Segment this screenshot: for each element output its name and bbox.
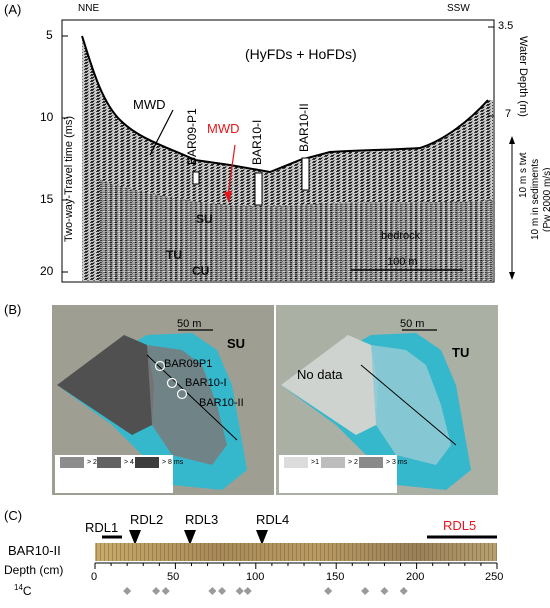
y-axis-label: Two-way-Travel time (ms) xyxy=(63,115,75,242)
y-tick-5: 5 xyxy=(46,28,53,42)
vertical-scale-velocity: (Pw 2000 m/s) xyxy=(542,167,550,232)
right-tick-3-5: 3.5 xyxy=(498,20,514,32)
core-bar-bar10-i xyxy=(254,172,263,206)
direction-right: SSW xyxy=(447,3,470,14)
core-label-bar10-ii: BAR10-II xyxy=(297,103,311,152)
panel-b-label: (B) xyxy=(4,302,22,317)
core-marker-bar09p1 xyxy=(154,360,166,372)
rdl2-marker xyxy=(129,530,141,545)
c14-sample-marker xyxy=(243,587,252,595)
rdl3-marker xyxy=(184,530,196,545)
depth-fill-tu xyxy=(371,345,451,465)
core-bar-bar09p1 xyxy=(192,171,200,185)
unit-label-tu: TU xyxy=(166,248,182,262)
vertical-scale-sediments: 10 m in sediments xyxy=(530,158,541,240)
mwd-red-arrow xyxy=(227,144,236,196)
panel-c-label: (C) xyxy=(4,508,23,523)
seismic-deep-reflections xyxy=(100,180,493,281)
depth-tick-label-150: 150 xyxy=(326,571,345,583)
rdl-label-2: RDL2 xyxy=(130,512,164,527)
legend-item-tu-3: > 3 ms xyxy=(359,457,407,468)
core-name-label: BAR10-II xyxy=(8,543,61,558)
depth-tick-label-250: 250 xyxy=(485,571,504,583)
right-axis-label: Water Depth (m) xyxy=(517,36,529,117)
panel-a-label: (A) xyxy=(4,2,22,17)
rdl-label-1: RDL1 xyxy=(85,520,119,535)
c14-sample-marker xyxy=(235,587,244,595)
seismic-profile xyxy=(61,19,515,283)
depth-tick-label-100: 100 xyxy=(246,571,265,583)
y-tick-15: 15 xyxy=(40,192,54,206)
mwd-red-label: MWD xyxy=(207,121,240,136)
rdl4-marker xyxy=(256,530,268,545)
direction-left: NNE xyxy=(78,3,100,14)
c14-markers xyxy=(123,587,408,595)
c14-sample-marker xyxy=(152,587,161,595)
c14-sample-marker xyxy=(361,587,370,595)
c14-sample-marker xyxy=(380,587,389,595)
depth-fill-mid xyxy=(147,345,227,465)
c14-sample-marker xyxy=(123,587,132,595)
rdl-label-5: RDL5 xyxy=(443,518,477,533)
lake-floor-line xyxy=(81,35,489,174)
legend-item-su-2: > 4 ms xyxy=(97,457,145,468)
depth-fill-dark xyxy=(57,335,154,435)
depth-tick-label-0: 0 xyxy=(91,571,98,583)
c14-sample-marker xyxy=(161,587,170,595)
mwd-black-label: MWD xyxy=(133,97,166,112)
depth-label: Depth (cm) xyxy=(4,563,64,577)
bedrock-label: bedrock xyxy=(381,230,421,242)
annotation-title: (HyFDs + HoFDs) xyxy=(245,46,357,62)
core-marker-bar10-i xyxy=(166,377,178,389)
no-data-label: No data xyxy=(297,367,343,382)
map-tu xyxy=(276,305,498,495)
legend-item-su-3: > 8 ms xyxy=(135,457,183,468)
profile-line-tu xyxy=(360,364,457,446)
profile-line-su xyxy=(146,354,238,441)
c14-sample-marker xyxy=(324,587,333,595)
unit-label-map-su: SU xyxy=(227,336,246,351)
right-tick-7: 7 xyxy=(505,108,512,120)
y-tick-20: 20 xyxy=(40,264,54,278)
rdl-label-4: RDL4 xyxy=(256,512,290,527)
map-su xyxy=(52,305,274,495)
no-data-fill xyxy=(281,335,378,435)
c14-label-superscript: 14 xyxy=(14,583,23,592)
y-tick-10: 10 xyxy=(40,110,54,124)
vertical-scale-twt: 10 m s twt xyxy=(518,152,529,198)
c14-sample-marker xyxy=(218,587,227,595)
unit-label-su: SU xyxy=(196,212,213,226)
legend-item-tu-2: > 2 ms xyxy=(321,457,369,468)
core-marker-bar10-ii xyxy=(176,388,188,400)
c14-sample-marker xyxy=(399,587,408,595)
unit-label-map-tu: TU xyxy=(452,345,470,360)
core-label-bar10-i: BAR10-I xyxy=(250,119,264,165)
map-core-label-bar10-i: BAR10-I xyxy=(185,377,227,389)
map-core-label-bar10-ii: BAR10-II xyxy=(199,397,244,409)
scale-label-tu: 50 m xyxy=(400,318,425,330)
scale-label-100m: 100 m xyxy=(387,256,418,268)
mwd-red-arrowhead xyxy=(224,191,232,203)
rdl-label-3: RDL3 xyxy=(185,512,219,527)
core-log xyxy=(94,530,498,595)
mwd-black-arrow xyxy=(149,109,174,156)
depth-tick-label-200: 200 xyxy=(406,571,425,583)
c14-label: 14C xyxy=(14,583,32,598)
depth-tick-label-50: 50 xyxy=(167,571,180,583)
c14-sample-marker xyxy=(208,587,217,595)
scale-label-su: 50 m xyxy=(177,318,202,330)
map-core-label-bar09p1: BAR09P1 xyxy=(164,358,213,370)
core-label-bar09-p1: BAR09-P1 xyxy=(185,108,199,165)
unit-label-cu: CU xyxy=(192,264,210,278)
depth-ticks xyxy=(94,563,498,569)
c14-label-main: C xyxy=(22,584,32,598)
legend-item-tu-1: >1 ms xyxy=(284,457,330,468)
core-bar-bar10-ii xyxy=(301,157,310,191)
